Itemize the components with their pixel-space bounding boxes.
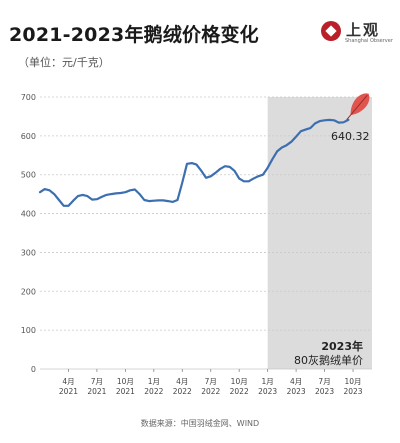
- brand-subname: Shanghai Observer: [345, 38, 393, 44]
- y-tick-label: 100: [21, 326, 36, 335]
- highlight-label-year: 2023年: [321, 339, 363, 353]
- x-tick-label: 10月: [345, 377, 362, 386]
- y-tick-label: 200: [21, 287, 36, 296]
- source-note: 数据来源：中国羽绒金网、WIND: [140, 419, 260, 428]
- x-tick-year-label: 2022: [201, 387, 220, 396]
- x-tick-label: 4月: [290, 377, 302, 386]
- end-value-label: 640.32: [331, 130, 370, 143]
- brand-name: 上观: [346, 21, 381, 39]
- x-tick-label: 7月: [91, 377, 103, 386]
- x-tick-year-label: 2021: [59, 387, 78, 396]
- y-tick-label: 0: [31, 365, 36, 374]
- x-tick-year-label: 2023: [258, 387, 277, 396]
- x-tick-year-label: 2023: [287, 387, 306, 396]
- x-tick-label: 10月: [117, 377, 134, 386]
- x-tick-year-label: 2022: [173, 387, 192, 396]
- x-tick-year-label: 2021: [116, 387, 135, 396]
- brand-mark-icon: [321, 21, 341, 41]
- x-tick-year-label: 2022: [144, 387, 163, 396]
- x-tick-year-label: 2023: [343, 387, 362, 396]
- x-tick-year-label: 2022: [230, 387, 249, 396]
- x-tick-label: 7月: [318, 377, 330, 386]
- y-tick-label: 500: [21, 171, 36, 180]
- x-tick-label: 4月: [176, 377, 188, 386]
- x-tick-year-label: 2021: [87, 387, 106, 396]
- y-tick-label: 400: [21, 210, 36, 219]
- x-tick-label: 1月: [148, 377, 160, 386]
- price-series-line: [38, 118, 350, 207]
- x-tick-label: 7月: [205, 377, 217, 386]
- chart-title: 2021-2023年鹅绒价格变化: [9, 24, 259, 46]
- highlight-label-product: 80灰鹅绒单价: [294, 353, 363, 367]
- highlight-band-2023: [267, 97, 372, 369]
- feather-icon: [346, 93, 370, 121]
- x-tick-label: 4月: [62, 377, 74, 386]
- unit-label: （单位：元/千克）: [18, 56, 110, 69]
- x-tick-year-label: 2023: [315, 387, 334, 396]
- x-tick-label: 10月: [231, 377, 248, 386]
- y-tick-label: 700: [21, 93, 36, 102]
- y-tick-label: 600: [21, 132, 36, 141]
- brand-logo: 上观 Shanghai Observer: [321, 18, 393, 50]
- y-tick-label: 300: [21, 248, 36, 257]
- x-tick-label: 1月: [262, 377, 274, 386]
